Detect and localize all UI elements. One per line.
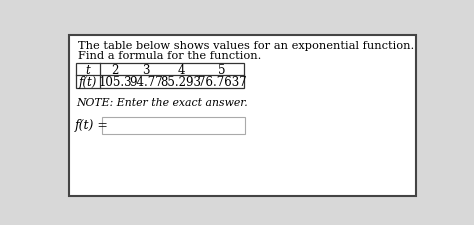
Text: 94.77: 94.77 [129, 76, 163, 89]
Text: 3: 3 [142, 63, 150, 76]
Text: 76.7637: 76.7637 [198, 76, 246, 89]
Text: 105.3: 105.3 [98, 76, 132, 89]
Text: f(t) =: f(t) = [75, 119, 109, 132]
Bar [76, 64, 244, 88]
Text: 2: 2 [111, 63, 119, 76]
FancyBboxPatch shape [69, 35, 416, 196]
Text: Find a formula for the function.: Find a formula for the function. [78, 51, 261, 61]
Text: The table below shows values for an exponential function.: The table below shows values for an expo… [78, 41, 414, 51]
Text: 85.293: 85.293 [160, 76, 201, 89]
Text: t: t [85, 63, 91, 76]
Text: NOTE: Enter the exact answer.: NOTE: Enter the exact answer. [76, 97, 248, 108]
Text: 5: 5 [218, 63, 226, 76]
Bar [102, 117, 245, 134]
Text: f(t): f(t) [79, 76, 97, 89]
Text: 4: 4 [177, 63, 185, 76]
